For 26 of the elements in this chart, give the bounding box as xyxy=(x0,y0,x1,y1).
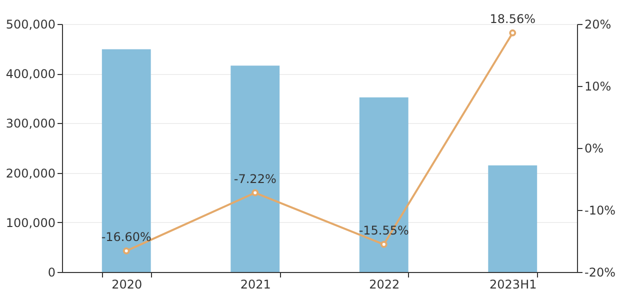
y2-tick-label: 20% xyxy=(584,18,612,32)
y2-tick-label: -10% xyxy=(584,204,616,218)
y-tick-label: 200,000 xyxy=(6,166,56,180)
y2-tick-label: 10% xyxy=(584,80,612,94)
x-tick-label: 2022 xyxy=(369,278,400,292)
y-tick-label: 300,000 xyxy=(6,116,56,131)
data-label: 18.56% xyxy=(490,12,536,26)
y2-tick-label: -20% xyxy=(584,266,616,280)
y-tick-label: 100,000 xyxy=(6,216,56,230)
y-tick-label: 400,000 xyxy=(6,67,56,82)
bar xyxy=(359,97,408,272)
x-tick-label: 2021 xyxy=(240,278,271,292)
bar xyxy=(488,165,538,272)
bar xyxy=(230,66,280,272)
x-tick-label: 2020 xyxy=(112,278,142,292)
data-label: -7.22% xyxy=(234,172,276,186)
y2-tick-label: 0% xyxy=(584,142,604,156)
point xyxy=(122,247,130,254)
x-tick-label: 2023H1 xyxy=(490,278,537,292)
point xyxy=(380,240,388,248)
data-label: -16.60% xyxy=(101,230,152,244)
point xyxy=(252,189,259,196)
y-tick-label: 500,000 xyxy=(6,18,56,32)
point xyxy=(509,29,516,36)
y-tick-label: 0 xyxy=(48,266,56,280)
bar xyxy=(102,49,151,272)
